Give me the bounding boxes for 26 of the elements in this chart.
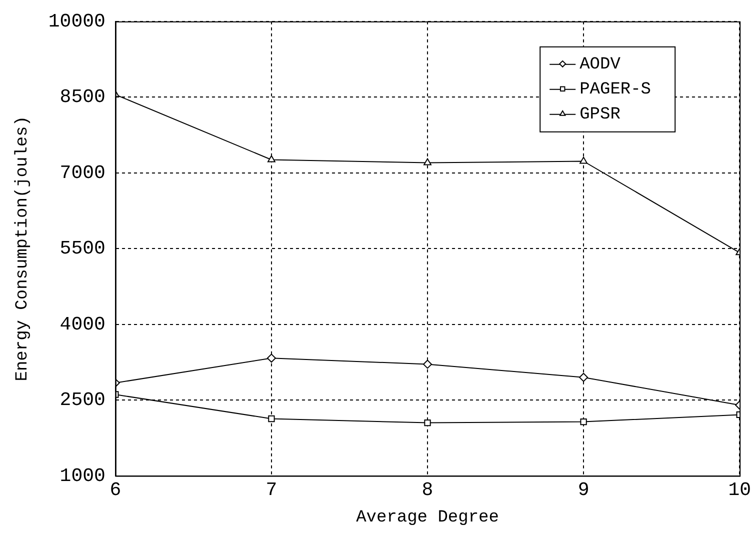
- y-tick-label: 10000: [48, 10, 106, 32]
- legend-label: AODV: [580, 55, 622, 74]
- point: [579, 372, 588, 382]
- x-tick-label: 8: [422, 479, 434, 502]
- x-tick-label: 10: [728, 479, 752, 502]
- point: [267, 155, 276, 162]
- point: [580, 156, 588, 164]
- y-tick-label: 2500: [60, 389, 106, 412]
- y-tick-label: 4000: [60, 313, 106, 336]
- y-tick-label: 8500: [60, 86, 106, 108]
- legend-label: GPSR: [580, 105, 620, 124]
- point: [266, 354, 276, 363]
- point: [424, 158, 432, 166]
- point: [580, 418, 587, 426]
- y-axis-title: Energy Consumption(joules): [14, 116, 33, 382]
- y-tick-label: 1000: [60, 464, 106, 487]
- x-axis-title: Average Degree: [356, 508, 499, 528]
- y-tick-label: 7000: [60, 162, 106, 184]
- point: [424, 419, 431, 426]
- point: [423, 360, 432, 369]
- x-tick-label: 6: [110, 479, 122, 502]
- y-tick-label: 5500: [60, 238, 106, 260]
- x-tick-label: 9: [578, 479, 590, 502]
- legend-label: PAGER-S: [580, 80, 652, 100]
- point: [268, 415, 275, 422]
- x-tick-label: 7: [266, 479, 278, 502]
